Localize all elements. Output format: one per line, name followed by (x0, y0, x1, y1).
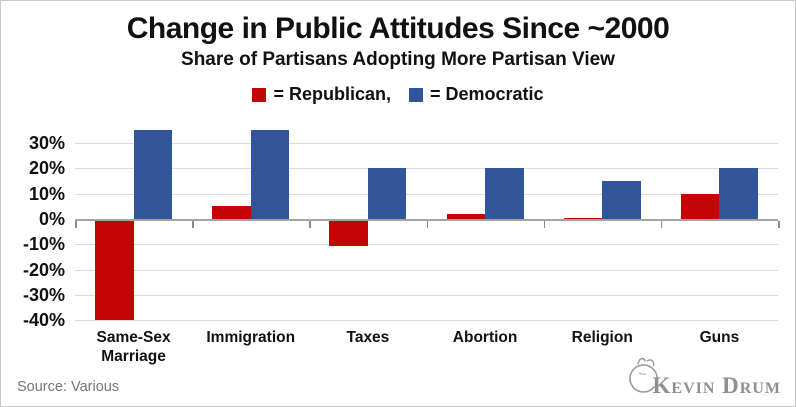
legend-label-democratic: = Democratic (429, 84, 544, 104)
axis-tickmark-2 (309, 221, 311, 228)
axis-tickmark-4 (543, 221, 546, 228)
y-axis-label--20: -20% (22, 259, 65, 280)
y-axis-label--40: -40% (22, 310, 65, 331)
y-axis-label-30: 30% (28, 133, 65, 154)
gridline--30 (75, 294, 778, 296)
gridline-10 (75, 193, 778, 195)
bar-democratic-immigration (250, 130, 290, 219)
bar-republican-abortion (446, 213, 486, 219)
legend-item-democratic: = Democratic (408, 84, 544, 105)
x-axis-label-religion: Religion (571, 329, 633, 346)
axis-tickmark-5 (660, 221, 663, 228)
gridline--10 (75, 244, 778, 246)
chart-subtitle: Share of Partisans Adopting More Partisa… (181, 49, 615, 70)
gridline--20 (75, 269, 778, 271)
bar-republican-same-sex-marriage (95, 221, 134, 320)
bar-republican-guns (680, 193, 720, 219)
legend-item-republican: = Republican, (252, 84, 391, 105)
logo: Kevin Drum (623, 357, 781, 399)
bar-democratic-taxes (367, 168, 407, 219)
y-axis-label--10: -10% (22, 234, 65, 255)
y-axis-label-10: 10% (28, 183, 65, 204)
source-note: Source: Various (17, 379, 120, 395)
bar-democratic-religion (602, 181, 641, 219)
chart-title: Change in Public Attitudes Since ~2000 (126, 12, 670, 45)
axis-tickmark-0 (75, 221, 77, 228)
legend-label-republican: = Republican, (273, 84, 391, 104)
bar-republican-religion (563, 217, 603, 220)
axis-tickmark-6 (778, 221, 780, 228)
x-axis-label-immigration: Immigration (206, 329, 296, 346)
axis-tickmark-3 (426, 221, 428, 228)
logo-text: Kevin Drum (652, 373, 781, 398)
bar-democratic-guns (719, 168, 758, 219)
x-axis-line (75, 219, 778, 221)
gridline-30 (75, 143, 778, 145)
gridline-20 (75, 168, 778, 170)
democratic-swatch-icon (408, 88, 423, 102)
y-axis-label-20: 20% (28, 158, 65, 179)
x-axis-label-same-sex-marriage: Same-Sex Marriage (96, 329, 171, 366)
bar-republican-taxes (329, 221, 368, 247)
x-axis-label-guns: Guns (699, 329, 740, 346)
gridline--40 (75, 320, 778, 322)
legend: = Republican, = Democratic (1, 84, 795, 105)
bar-democratic-same-sex-marriage (133, 130, 173, 219)
axis-tickmark-1 (192, 221, 194, 228)
x-axis-label-abortion: Abortion (452, 329, 518, 346)
bar-republican-immigration (212, 206, 251, 219)
cat-icon (628, 357, 658, 393)
bar-democratic-abortion (485, 168, 524, 219)
y-axis-label-0: 0% (38, 209, 65, 229)
republican-swatch-icon (252, 88, 267, 102)
y-axis-label--30: -30% (22, 284, 65, 305)
x-axis-label-taxes: Taxes (346, 329, 390, 346)
